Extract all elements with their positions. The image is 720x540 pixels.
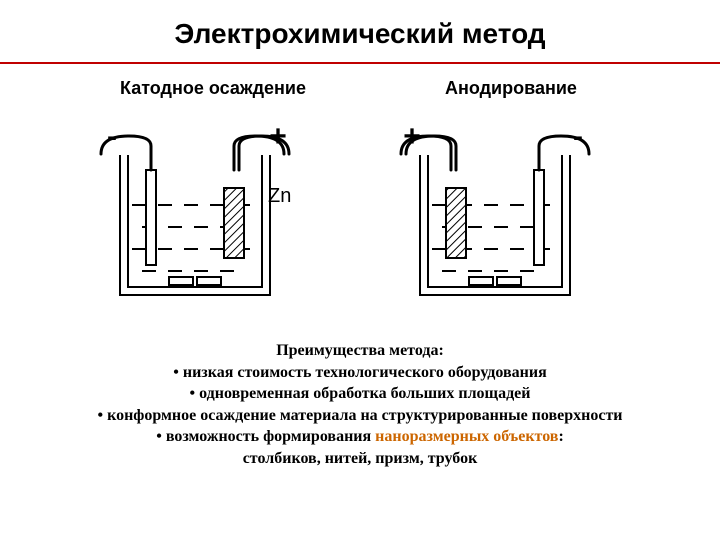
advantages-item: • одновременная обработка больших площад… — [0, 383, 720, 405]
title-underline — [0, 62, 720, 64]
advantages-nano-line: • возможность формирования наноразмерных… — [0, 426, 720, 448]
advantages-item: • конформное осаждение материала на стру… — [0, 405, 720, 427]
nano-suffix: : — [558, 428, 563, 445]
nano-prefix: возможность формирования — [166, 428, 375, 445]
advantages-heading: Преимущества метода: — [0, 340, 720, 362]
advantages-block: Преимущества метода: • низкая стоимость … — [0, 340, 720, 470]
svg-text:Zn: Zn — [268, 185, 291, 207]
nano-phrase: наноразмерных объектов — [375, 428, 558, 445]
advantages-last-line: столбиков, нитей, призм, трубок — [0, 448, 720, 470]
subtitle-cathodic: Катодное осаждение — [120, 78, 306, 99]
diagram-area: - + Zn + - — [0, 110, 720, 310]
subtitle-anodizing: Анодирование — [445, 78, 577, 99]
electrochemical-diagram: - + Zn + - — [0, 110, 720, 320]
advantages-item: • низкая стоимость технологического обор… — [0, 362, 720, 384]
svg-text:+: + — [269, 120, 287, 153]
svg-text:+: + — [403, 120, 421, 153]
advantages-list: • низкая стоимость технологического обор… — [0, 362, 720, 427]
svg-text:-: - — [573, 120, 583, 153]
svg-text:-: - — [107, 120, 117, 153]
page-title: Электрохимический метод — [0, 0, 720, 50]
